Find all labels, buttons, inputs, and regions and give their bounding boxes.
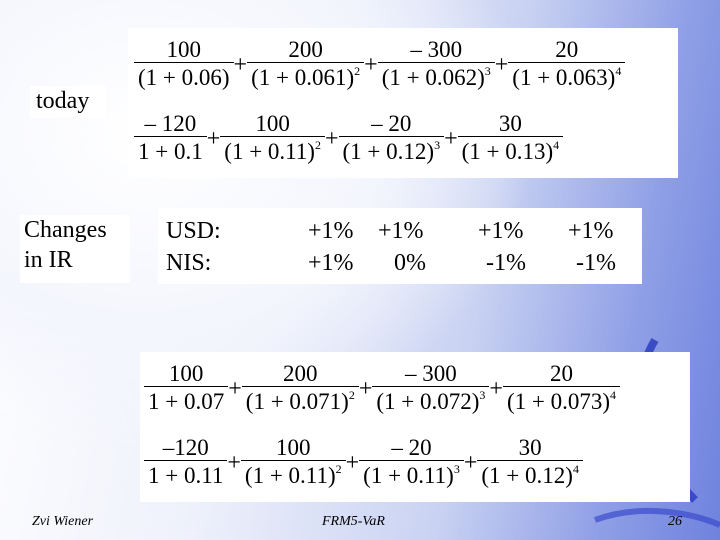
today-label: today	[30, 86, 106, 118]
term: – 300 (1 + 0.062)3	[377, 37, 495, 93]
today-nis-row: – 120 1 + 0.1 + 100 (1 + 0.11)2 + – 20 (1 +…	[128, 102, 678, 176]
footer-page-number: 26	[668, 514, 682, 529]
term: – 300 (1 + 0.072)3	[372, 361, 490, 417]
usd-change: +1%	[478, 218, 524, 244]
footer-course: FRM5-VaR	[322, 514, 385, 529]
usd-change: +1%	[308, 218, 354, 244]
term: 20 (1 + 0.073)4	[502, 361, 621, 417]
usd-change: +1%	[378, 218, 424, 244]
term: 100 (1 + 0.11)2	[240, 435, 346, 491]
term: 100 1 + 0.07	[144, 361, 229, 417]
term: – 120 1 + 0.1	[134, 111, 207, 167]
ir-changes-table: USD: NIS: +1% +1% +1% +1% +1% 0% -1% -1%	[158, 208, 642, 284]
term: –120 1 + 0.11	[144, 435, 228, 491]
shift-usd-row: 100 1 + 0.07 + 200 (1 + 0.071)2 + – 300 (1 …	[140, 352, 690, 426]
ir-grid: USD: NIS: +1% +1% +1% +1% +1% 0% -1% -1%	[158, 208, 642, 284]
usd-label: USD:	[166, 218, 221, 244]
footer-author: Zvi Wiener	[32, 514, 94, 529]
nis-label: NIS:	[166, 250, 212, 276]
today-formula-box: 100 (1 + 0.06) + 200 (1 + 0.061)2 + – 300(…	[128, 28, 678, 178]
nis-change: 0%	[394, 250, 426, 276]
shifted-formula-box: 100 1 + 0.07 + 200 (1 + 0.071)2 + – 300 (1 …	[140, 352, 690, 502]
shift-nis-row: –120 1 + 0.11 + 100 (1 + 0.11)2 + – 20 (1 +…	[140, 426, 690, 500]
nis-change: +1%	[308, 250, 354, 276]
term: 200 (1 + 0.061)2	[247, 37, 365, 93]
nis-change: -1%	[576, 250, 616, 276]
today-usd-row: 100 (1 + 0.06) + 200 (1 + 0.061)2 + – 300(…	[128, 28, 678, 102]
usd-change: +1%	[568, 218, 614, 244]
term: 100 (1 + 0.11)2	[220, 111, 325, 167]
term: 30 (1 + 0.12)4	[477, 435, 583, 491]
term: 100 (1 + 0.06)	[134, 37, 234, 93]
term: – 20 (1 + 0.12)3	[338, 111, 445, 167]
term: – 20 (1 + 0.11)3	[359, 435, 464, 491]
term: 20 (1 + 0.063)4	[508, 37, 626, 93]
term: 200 (1 + 0.071)2	[241, 361, 359, 417]
nis-change: -1%	[486, 250, 526, 276]
term: 30 (1 + 0.13)4	[457, 111, 564, 167]
changes-in-ir-label: Changes in IR	[20, 215, 130, 283]
